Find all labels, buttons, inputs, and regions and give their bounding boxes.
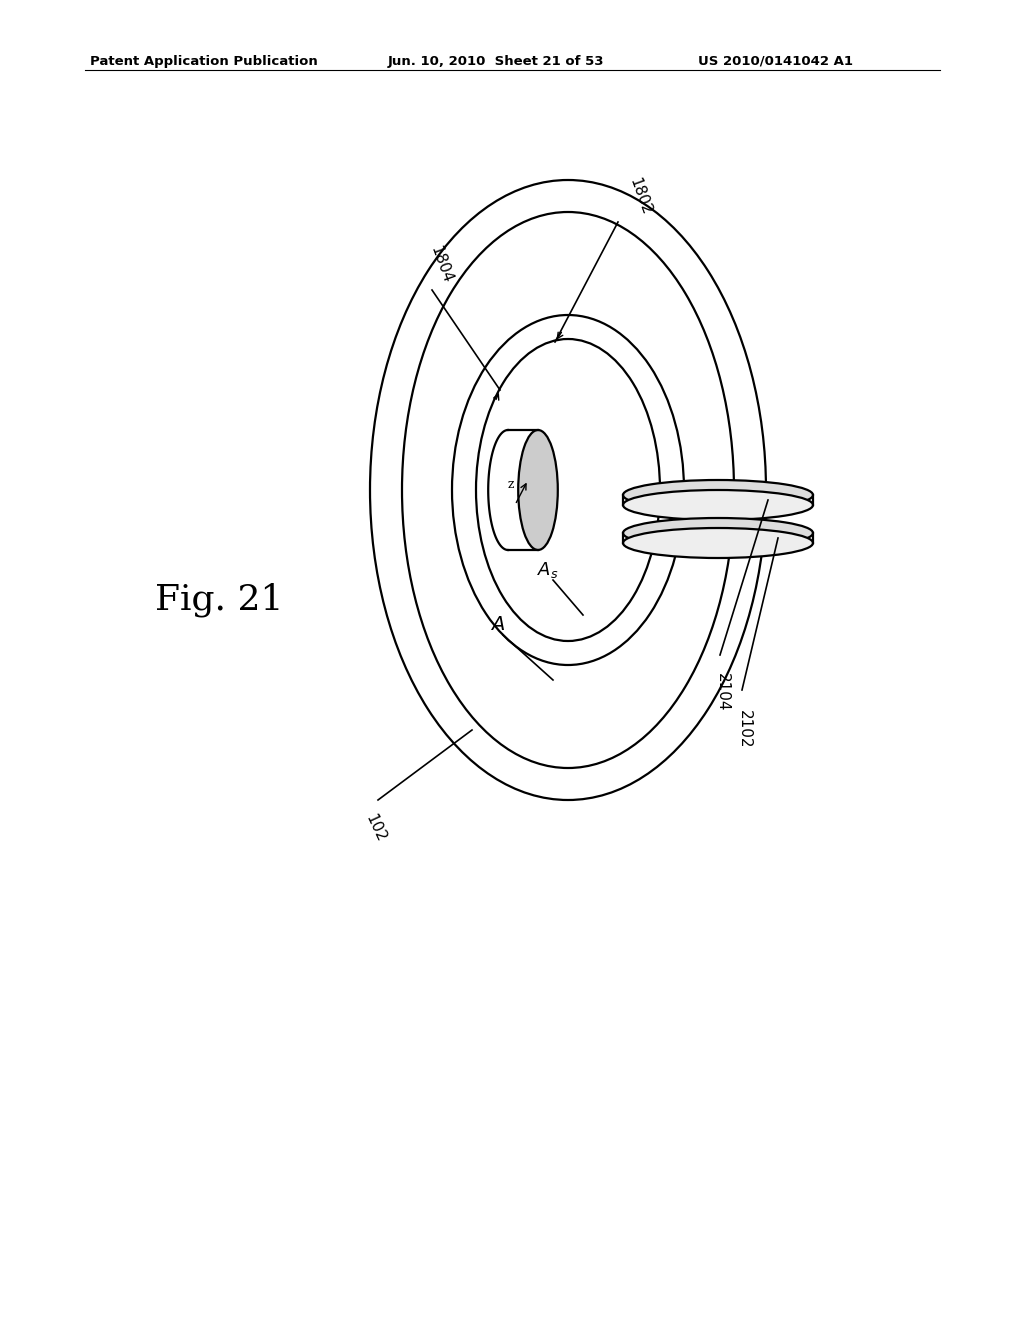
Text: 2104: 2104 [715,673,729,711]
Text: 102: 102 [362,812,389,845]
Ellipse shape [623,480,813,510]
Ellipse shape [518,430,558,550]
Text: $A_s$: $A_s$ [538,560,559,579]
Text: Patent Application Publication: Patent Application Publication [90,55,317,69]
Text: 1802: 1802 [626,176,653,216]
Text: US 2010/0141042 A1: US 2010/0141042 A1 [698,55,853,69]
Text: Fig. 21: Fig. 21 [155,582,284,618]
Ellipse shape [623,490,813,520]
Text: 1804: 1804 [427,244,455,285]
Text: Jun. 10, 2010  Sheet 21 of 53: Jun. 10, 2010 Sheet 21 of 53 [388,55,604,69]
Text: $A$: $A$ [490,616,506,634]
Ellipse shape [623,528,813,558]
Ellipse shape [623,517,813,548]
Text: z: z [508,479,514,491]
Text: 2102: 2102 [736,710,752,748]
